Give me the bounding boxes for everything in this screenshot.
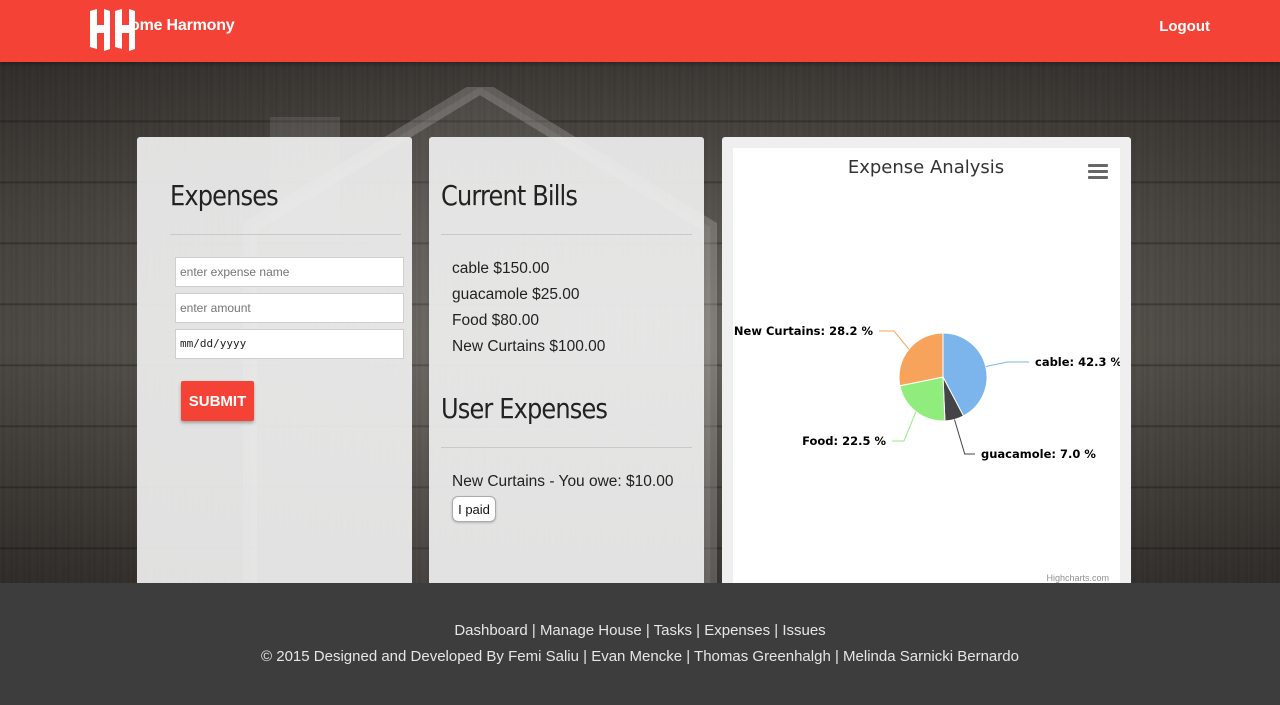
bill-item-guacamole: guacamole $25.00 bbox=[452, 286, 580, 303]
chart-menu-icon[interactable] bbox=[1088, 164, 1108, 180]
user-expenses-divider bbox=[441, 447, 692, 448]
footer: Dashboard | Manage House | Tasks | Expen… bbox=[0, 583, 1280, 705]
pie-slice-new-curtains[interactable] bbox=[898, 332, 944, 387]
current-bills-card: Current Bills cable $150.00 guacamole $2… bbox=[429, 137, 704, 583]
expenses-divider bbox=[170, 234, 401, 235]
expenses-card: Expenses mm/dd/yyyy SUBMIT bbox=[137, 137, 412, 583]
pie-connector-cable bbox=[985, 361, 1029, 367]
pie-label-guacamole: guacamole: 7.0 % bbox=[981, 447, 1096, 461]
bill-item-food: Food $80.00 bbox=[452, 312, 540, 329]
user-expenses-title: User Expenses bbox=[441, 392, 608, 425]
chart-container: Expense Analysis cable: 42.3 % guacamole:… bbox=[733, 148, 1120, 583]
footer-link-tasks[interactable]: Tasks bbox=[653, 622, 692, 639]
footer-link-dashboard[interactable]: Dashboard bbox=[454, 622, 528, 639]
pie-labels: cable: 42.3 % guacamole: 7.0 % Food: 22.5 … bbox=[734, 324, 1120, 461]
pie-connector-guacamole bbox=[953, 419, 975, 455]
brand-logo-link[interactable]: ome Harmony bbox=[88, 5, 235, 53]
pie-connector-food bbox=[892, 411, 917, 442]
author-link-femi[interactable]: Femi Saliu bbox=[508, 648, 579, 665]
bill-item-cable: cable $150.00 bbox=[452, 260, 550, 277]
expense-amount-input[interactable] bbox=[175, 293, 404, 323]
highcharts-credits-link[interactable]: Highcharts.com bbox=[1046, 573, 1109, 583]
bill-list: cable $150.00 guacamole $25.00 Food $80.… bbox=[452, 258, 605, 362]
author-link-melinda[interactable]: Melinda Sarnicki Bernardo bbox=[843, 648, 1019, 665]
submit-button[interactable]: SUBMIT bbox=[181, 381, 254, 421]
expenses-title: Expenses bbox=[170, 179, 279, 212]
chart-title: Expense Analysis bbox=[848, 157, 1004, 178]
author-link-evan[interactable]: Evan Mencke bbox=[591, 648, 683, 665]
pie-chart: Expense Analysis cable: 42.3 % guacamole:… bbox=[734, 157, 1120, 461]
credit-prefix: © 2015 Designed and Developed By bbox=[261, 648, 504, 665]
pie-connector-new-curtains bbox=[879, 330, 910, 350]
bill-item-new-curtains: New Curtains $100.00 bbox=[452, 338, 606, 355]
author-link-thomas[interactable]: Thomas Greenhalgh bbox=[694, 648, 831, 665]
expense-analysis-card: Expense Analysis cable: 42.3 % guacamole:… bbox=[722, 137, 1131, 583]
pie-label-cable: cable: 42.3 % bbox=[1035, 355, 1120, 369]
footer-link-manage-house[interactable]: Manage House bbox=[539, 622, 642, 639]
current-bills-title: Current Bills bbox=[441, 179, 578, 212]
footer-link-issues[interactable]: Issues bbox=[782, 622, 826, 639]
footer-credit: © 2015 Designed and Developed By Femi Sa… bbox=[261, 648, 1019, 665]
logout-link[interactable]: Logout bbox=[1159, 18, 1210, 35]
expense-date-input[interactable]: mm/dd/yyyy bbox=[175, 329, 404, 359]
brand-text: ome Harmony bbox=[130, 17, 235, 34]
i-paid-button[interactable]: I paid bbox=[452, 496, 496, 522]
pie-slices bbox=[898, 332, 988, 422]
bills-divider bbox=[441, 234, 692, 235]
pie-label-food: Food: 22.5 % bbox=[802, 434, 886, 448]
footer-nav: Dashboard | Manage House | Tasks | Expen… bbox=[454, 622, 826, 639]
footer-link-expenses[interactable]: Expenses bbox=[704, 622, 771, 639]
top-navbar: ome Harmony Logout bbox=[0, 0, 1280, 62]
owe-text: New Curtains - You owe: $10.00 bbox=[452, 473, 674, 490]
expense-name-input[interactable] bbox=[175, 257, 404, 287]
pie-label-new-curtains: New Curtains: 28.2 % bbox=[734, 324, 874, 338]
pie-slice-food[interactable] bbox=[899, 376, 946, 422]
hh-logo-icon bbox=[90, 9, 135, 51]
